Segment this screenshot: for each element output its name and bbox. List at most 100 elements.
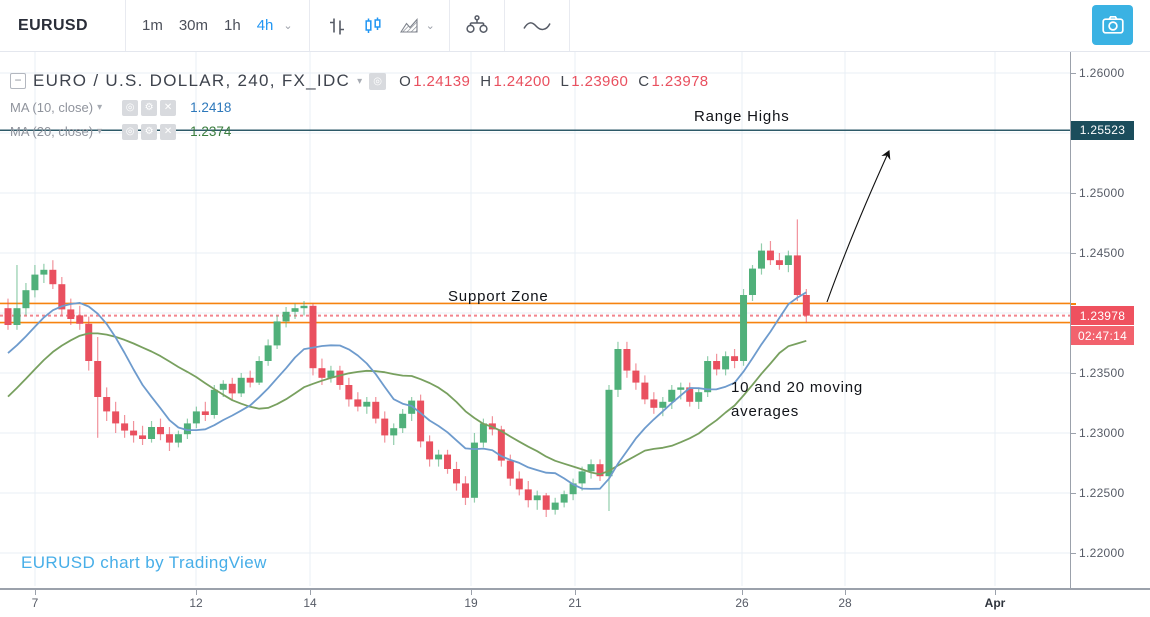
candle-down bbox=[650, 399, 658, 408]
candle-down bbox=[67, 309, 75, 319]
candle-down bbox=[85, 323, 93, 361]
candle-up bbox=[390, 428, 398, 436]
candle-down bbox=[4, 308, 12, 325]
candle-down bbox=[596, 464, 604, 477]
ma10-visibility-icon[interactable]: ◎ bbox=[122, 99, 139, 116]
timeframe-1h[interactable]: 1h bbox=[224, 17, 241, 34]
bars-chart-icon[interactable] bbox=[324, 9, 350, 43]
price-axis-tick bbox=[1071, 493, 1076, 494]
ma10-settings-gear-icon[interactable]: ⚙ bbox=[141, 99, 158, 116]
timeframe-1m[interactable]: 1m bbox=[142, 17, 163, 34]
close-value: 1.23978 bbox=[651, 72, 709, 90]
compare-scales-icon[interactable] bbox=[464, 9, 490, 43]
price-axis-tick bbox=[1071, 73, 1076, 74]
candle-up bbox=[174, 434, 182, 443]
camera-icon bbox=[1101, 15, 1124, 34]
candle-up bbox=[560, 494, 568, 503]
symbol-chevron-down-icon[interactable]: ▾ bbox=[357, 75, 363, 87]
candle-down bbox=[381, 418, 389, 436]
candle-up bbox=[264, 345, 272, 361]
candle-up bbox=[183, 423, 191, 435]
candle-down bbox=[309, 305, 317, 369]
candle-down bbox=[130, 430, 138, 436]
time-axis[interactable]: 7 12 14 19 21 26 28 Apr bbox=[0, 588, 1150, 617]
candle-down bbox=[228, 383, 236, 394]
candle-down bbox=[336, 370, 344, 385]
candle-up bbox=[740, 295, 748, 361]
candle-down bbox=[345, 385, 353, 400]
candle-down bbox=[641, 382, 649, 400]
candle-down bbox=[94, 361, 102, 397]
area-chart-icon[interactable] bbox=[396, 9, 422, 43]
timeframe-4h[interactable]: 4h bbox=[256, 17, 274, 34]
ma10-chevron-down-icon[interactable]: ▾ bbox=[97, 102, 103, 113]
candle-up bbox=[677, 387, 685, 390]
indicator-row-ma20: MA (20, close) ▾ ◎ ⚙ ✕ 1.2374 bbox=[10, 123, 709, 140]
candle-down bbox=[775, 260, 783, 265]
candle-up bbox=[327, 370, 335, 378]
ma20-label[interactable]: MA (20, close) bbox=[10, 124, 94, 139]
toolbar-end-divider bbox=[568, 0, 570, 51]
candle-up bbox=[192, 411, 200, 424]
candle-up bbox=[605, 389, 613, 477]
price-axis-tick bbox=[1071, 373, 1076, 374]
candle-down bbox=[76, 315, 84, 324]
candle-up bbox=[749, 268, 757, 295]
ma10-label[interactable]: MA (10, close) bbox=[10, 100, 94, 115]
price-axis[interactable]: 1.26000 1.25000 1.24500 1.23500 1.23000 1.225… bbox=[1070, 51, 1145, 588]
time-axis-label: 12 bbox=[189, 596, 203, 610]
symbol-visibility-icon[interactable]: ◎ bbox=[369, 72, 387, 90]
chart-type-chevron-down-icon[interactable]: ⌄ bbox=[425, 20, 435, 32]
ma10-remove-icon[interactable]: ✕ bbox=[160, 99, 177, 116]
candle-down bbox=[461, 483, 469, 498]
time-axis-tick bbox=[310, 590, 311, 595]
candle-down bbox=[426, 441, 434, 460]
ma20-visibility-icon[interactable]: ◎ bbox=[122, 123, 139, 140]
ma20-settings-gear-icon[interactable]: ⚙ bbox=[141, 123, 158, 140]
timeframe-group: 1m 30m 1h 4h ⌄ bbox=[125, 0, 309, 51]
annotation-ma-note-line1: 10 and 20 moving bbox=[731, 379, 864, 396]
ma10-value: 1.2418 bbox=[190, 100, 232, 115]
candle-down bbox=[713, 361, 721, 370]
ma20-remove-icon[interactable]: ✕ bbox=[160, 123, 177, 140]
compare-group bbox=[448, 0, 504, 51]
candle-down bbox=[139, 435, 147, 439]
high-value: 1.24200 bbox=[493, 72, 551, 90]
candle-down bbox=[515, 478, 523, 490]
price-axis-label: 1.22000 bbox=[1079, 546, 1125, 560]
price-axis-label: 1.23000 bbox=[1079, 426, 1125, 440]
candle-up bbox=[13, 308, 21, 325]
time-axis-tick bbox=[471, 590, 472, 595]
price-axis-label: 1.23500 bbox=[1079, 366, 1125, 380]
price-axis-label: 1.26000 bbox=[1079, 66, 1125, 80]
candle-up bbox=[40, 269, 48, 275]
price-axis-label: 1.24500 bbox=[1079, 246, 1125, 260]
symbol-title[interactable]: EURO / U.S. DOLLAR, 240, FX_IDC bbox=[33, 71, 351, 90]
timeframe-chevron-down-icon[interactable]: ⌄ bbox=[283, 20, 293, 32]
candles-chart-icon[interactable] bbox=[360, 9, 386, 43]
candle-up bbox=[255, 361, 263, 383]
annotation-support-zone: Support Zone bbox=[448, 288, 549, 305]
symbol-name[interactable]: EURUSD bbox=[18, 16, 88, 34]
candle-down bbox=[632, 370, 640, 383]
ma20-chevron-down-icon[interactable]: ▾ bbox=[97, 126, 103, 137]
price-axis-tick bbox=[1071, 253, 1076, 254]
current-price-badge: 1.23978 bbox=[1071, 306, 1134, 326]
indicator-row-ma10: MA (10, close) ▾ ◎ ⚙ ✕ 1.2418 bbox=[10, 99, 709, 116]
time-axis-label: 7 bbox=[31, 596, 39, 610]
ohlc-readout: O 1.24139 H 1.24200 L 1.23960 C 1.23978 bbox=[399, 73, 708, 90]
snapshot-camera-button[interactable] bbox=[1092, 5, 1133, 45]
annotation-ma-note-line2: averages bbox=[731, 403, 800, 420]
candle-down bbox=[542, 495, 550, 510]
tradingview-watermark-link[interactable]: EURUSD chart by TradingView bbox=[21, 553, 267, 572]
candle-up bbox=[695, 392, 703, 402]
time-axis-label: 26 bbox=[735, 596, 749, 610]
candle-up bbox=[300, 305, 308, 309]
candle-up bbox=[668, 389, 676, 402]
legend-collapse-icon[interactable]: − bbox=[10, 73, 26, 89]
ma10-line bbox=[7, 291, 807, 490]
candle-down bbox=[246, 377, 254, 383]
timeframe-30m[interactable]: 30m bbox=[178, 17, 209, 34]
wave-line-icon[interactable] bbox=[519, 9, 555, 43]
